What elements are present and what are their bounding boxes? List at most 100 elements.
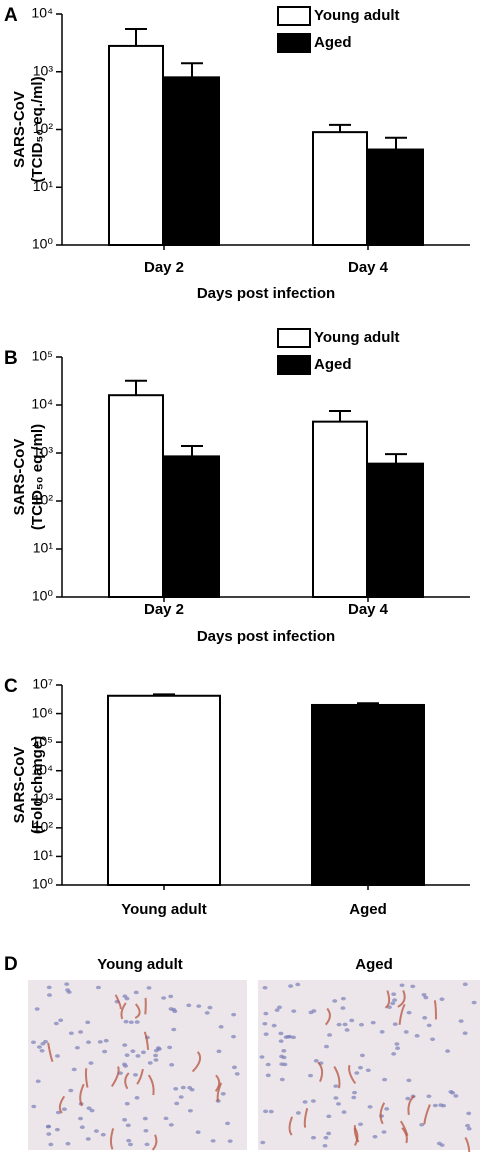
nucleus: [130, 1049, 136, 1053]
nucleus: [225, 1121, 231, 1126]
nucleus: [134, 1096, 140, 1100]
y-tick-label: 10⁵: [32, 733, 53, 749]
bar: [312, 131, 368, 247]
nucleus: [231, 1034, 237, 1039]
nucleus: [323, 1135, 329, 1140]
y-tick-label: 10⁰: [32, 236, 54, 252]
nucleus: [46, 1132, 52, 1136]
y-axis-label: (TCID₅₀ eq./ml): [29, 424, 46, 530]
nucleus: [207, 1005, 213, 1010]
nucleus: [178, 1095, 184, 1099]
nucleus: [171, 1027, 177, 1032]
nucleus: [58, 1018, 64, 1023]
nucleus: [161, 996, 167, 1000]
nucleus: [95, 985, 101, 990]
nucleus: [310, 1099, 316, 1103]
nucleus: [204, 1011, 210, 1015]
nucleus: [144, 1142, 150, 1147]
tissue: [30, 982, 477, 1152]
nucleus: [322, 1143, 328, 1148]
nucleus: [391, 992, 397, 996]
nucleus: [64, 982, 70, 986]
stain: [398, 1003, 406, 1025]
image-label: Young adult: [97, 956, 183, 973]
nucleus: [291, 1009, 297, 1013]
nucleus: [78, 1030, 84, 1034]
y-tick-label: 10⁶: [32, 704, 53, 720]
nucleus: [231, 1012, 237, 1017]
nucleus: [326, 1131, 332, 1136]
nucleus: [332, 999, 338, 1003]
x-tick-label: Day 4: [348, 259, 389, 276]
nucleus: [168, 1007, 174, 1011]
nucleus: [142, 1116, 148, 1121]
y-tick-label: 10¹: [33, 847, 54, 863]
y-tick-label: 10¹: [33, 178, 54, 194]
nucleus: [295, 982, 301, 987]
nucleus: [465, 1123, 471, 1128]
nucleus: [34, 1007, 40, 1011]
nucleus: [218, 1025, 224, 1029]
nucleus: [79, 1125, 85, 1130]
stain: [288, 1116, 294, 1136]
nucleus: [313, 1059, 319, 1063]
bar: [108, 394, 164, 598]
stain: [333, 1066, 341, 1089]
stain: [134, 1003, 141, 1019]
x-tick-label: Day 2: [144, 601, 184, 618]
nucleus: [210, 1139, 216, 1143]
nucleus: [333, 1096, 339, 1100]
nucleus: [259, 1055, 265, 1059]
stain: [111, 1066, 120, 1087]
nucleus: [410, 984, 416, 989]
bar: [312, 420, 368, 599]
nucleus: [85, 1137, 91, 1141]
y-axis-label: (Fold change): [29, 736, 46, 834]
nucleus: [74, 1045, 80, 1050]
bar: [107, 694, 221, 886]
nucleus: [103, 1038, 109, 1043]
nucleus: [357, 1065, 363, 1070]
stain: [324, 1007, 331, 1026]
nucleus: [278, 1039, 284, 1043]
nucleus: [336, 1022, 342, 1027]
nucleus: [100, 1132, 106, 1137]
nucleus: [436, 1141, 442, 1146]
nucleus: [65, 988, 71, 992]
nucleus: [445, 1049, 451, 1053]
nucleus: [462, 982, 468, 987]
nucleus: [77, 1116, 83, 1121]
y-tick-label: 10⁴: [31, 761, 53, 777]
nucleus: [359, 1053, 365, 1058]
y-tick-label: 10²: [33, 120, 54, 136]
nucleus: [390, 1001, 396, 1006]
y-tick-label: 10⁰: [32, 588, 54, 604]
x-tick-label: Young adult: [121, 901, 207, 918]
nucleus: [352, 1090, 358, 1095]
nucleus: [324, 1044, 330, 1049]
stain: [79, 1083, 85, 1107]
nucleus: [122, 1043, 128, 1047]
y-axis-label: SARS-CoV: [11, 439, 28, 516]
nucleus: [35, 1079, 41, 1084]
histology-image: [258, 980, 480, 1150]
nucleus: [46, 985, 52, 990]
nucleus: [349, 1018, 355, 1023]
nucleus: [265, 1062, 271, 1067]
nucleus: [187, 1085, 193, 1090]
nucleus: [458, 1019, 464, 1023]
nucleus: [466, 1111, 472, 1116]
nucleus: [295, 1111, 301, 1115]
nucleus: [327, 1033, 333, 1037]
nucleus: [102, 1049, 108, 1054]
stain: [47, 1042, 54, 1063]
nucleus: [333, 1084, 339, 1088]
x-axis-label: Days post infection: [197, 285, 335, 302]
nucleus: [453, 1094, 459, 1098]
legend-label: Aged: [314, 34, 352, 51]
nucleus: [414, 1034, 420, 1038]
nucleus: [172, 1009, 178, 1014]
nucleus: [448, 1090, 454, 1094]
nucleus: [122, 994, 128, 999]
panel-letter: D: [4, 954, 18, 975]
